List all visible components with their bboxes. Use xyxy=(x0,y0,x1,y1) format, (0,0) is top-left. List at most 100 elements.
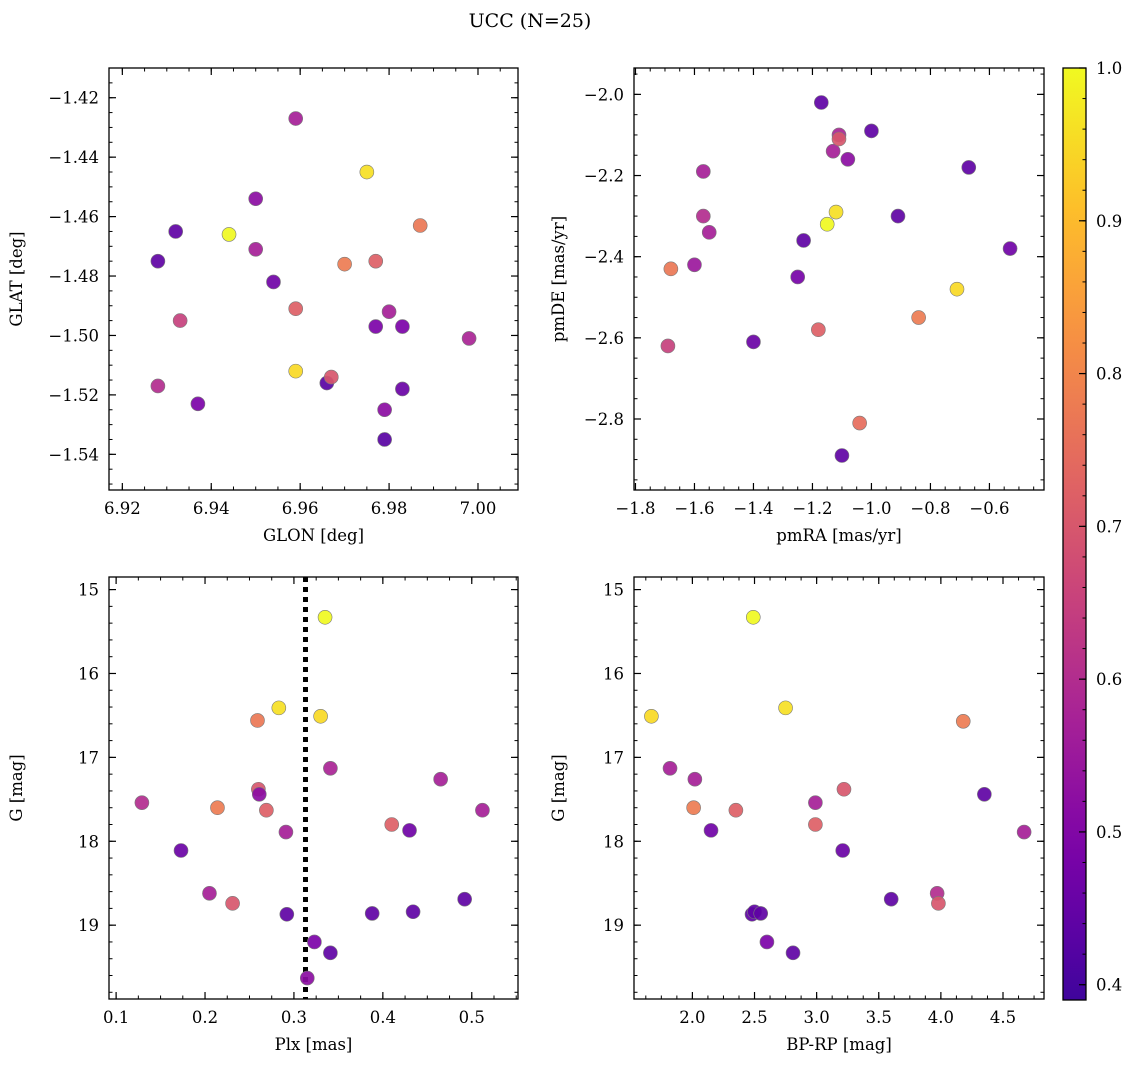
x-tick-label: −1.6 xyxy=(674,499,714,518)
y-tick-label: −2.8 xyxy=(584,410,624,429)
data-point xyxy=(412,218,428,233)
data-point xyxy=(834,448,850,463)
x-tick-label: 0.3 xyxy=(281,1008,307,1027)
y-tick-label: −1.42 xyxy=(48,89,99,108)
axes-frame xyxy=(633,576,1045,1000)
y-tick-label: 15 xyxy=(603,581,624,600)
data-point xyxy=(288,301,304,317)
data-point xyxy=(864,123,879,139)
data-point xyxy=(1016,824,1032,840)
colorbar-tick-label: 0.7 xyxy=(1096,517,1122,536)
data-point xyxy=(778,700,793,716)
data-point xyxy=(831,131,847,147)
x-tick-label: 6.92 xyxy=(104,499,141,518)
data-point xyxy=(150,378,166,394)
x-tick-label: 6.98 xyxy=(371,499,408,518)
data-point xyxy=(368,319,384,334)
panel-1: 6.92 6.94 6.96 6.98 7.00 −1.42 −1.44 −1.46 −1.48… xyxy=(7,67,519,545)
data-point xyxy=(808,817,823,832)
x-tick-label: −1.2 xyxy=(792,499,832,518)
data-point xyxy=(696,164,711,179)
axes-frame xyxy=(108,576,519,1000)
data-point xyxy=(911,310,926,325)
data-point xyxy=(395,381,410,397)
x-axis-label: GLON [deg] xyxy=(263,526,364,545)
y-tick-label: −2.6 xyxy=(584,329,624,348)
figure-title: UCC (N=25) xyxy=(469,10,592,32)
data-point xyxy=(279,906,295,922)
data-point xyxy=(266,274,281,290)
data-point xyxy=(840,151,856,167)
data-point xyxy=(190,396,206,412)
data-point xyxy=(368,253,384,269)
x-tick-label: 3.0 xyxy=(804,1008,830,1027)
data-point xyxy=(221,227,237,242)
data-point xyxy=(796,233,811,248)
data-point xyxy=(271,700,287,716)
data-point xyxy=(225,896,240,911)
data-point xyxy=(701,225,717,240)
data-point xyxy=(323,945,338,961)
y-tick-label: −1.52 xyxy=(48,386,99,405)
x-tick-label: −0.8 xyxy=(910,499,950,518)
y-tick-label: −1.44 xyxy=(48,148,99,167)
data-point xyxy=(745,609,761,625)
data-point xyxy=(790,269,806,285)
panel-2: −1.8 −1.6 −1.4 −1.2 −1.0 −0.8 −0.6 −2.0 −2.2 −2.4… xyxy=(549,67,1045,545)
data-point xyxy=(248,241,264,257)
data-point xyxy=(317,609,333,625)
colorbar-gradient xyxy=(1062,67,1087,1001)
data-point xyxy=(687,771,703,787)
y-tick-label: −1.50 xyxy=(48,326,99,345)
data-point xyxy=(836,781,852,797)
data-point xyxy=(250,713,265,728)
data-point xyxy=(402,823,417,838)
data-point xyxy=(825,143,841,159)
data-point xyxy=(307,934,322,950)
data-point xyxy=(134,795,150,810)
data-point xyxy=(313,708,328,724)
data-point xyxy=(949,281,965,297)
data-point xyxy=(662,760,678,776)
x-axis-label: BP-RP [mag] xyxy=(786,1035,892,1054)
x-axis-label: pmRA [mas/yr] xyxy=(776,526,901,545)
colorbar-tick-label: 0.6 xyxy=(1096,670,1122,689)
data-point xyxy=(808,795,823,810)
colorbar-tick-label: 1.0 xyxy=(1096,59,1122,78)
colorbar: 0.4 0.5 0.6 0.7 0.8 0.9 1.0 xyxy=(1062,59,1122,1001)
y-tick-label: −2.2 xyxy=(584,167,624,186)
x-tick-label: −1.8 xyxy=(615,499,655,518)
x-tick-label: 2.0 xyxy=(679,1008,705,1027)
panel-4: 2.0 2.5 3.0 3.5 4.0 4.5 15 16 17 18 19 BP-RP [mag] G… xyxy=(549,576,1045,1054)
x-tick-label: 6.94 xyxy=(193,499,230,518)
data-point xyxy=(384,817,400,832)
data-point xyxy=(687,257,702,273)
y-tick-label: −2.4 xyxy=(584,248,624,267)
y-tick-label: 16 xyxy=(603,664,624,683)
x-tick-label: 0.5 xyxy=(459,1008,485,1027)
data-point xyxy=(852,415,867,431)
data-point xyxy=(172,313,188,328)
x-axis-label: Plx [mas] xyxy=(275,1035,353,1054)
data-point xyxy=(686,800,701,816)
data-point xyxy=(696,208,711,224)
axes-frame xyxy=(108,67,519,491)
data-point xyxy=(828,204,844,220)
data-point xyxy=(259,802,274,818)
data-point xyxy=(883,891,899,907)
data-point xyxy=(811,322,826,338)
data-point xyxy=(359,164,375,180)
colorbar-tick-label: 0.9 xyxy=(1096,212,1122,231)
data-point xyxy=(457,891,472,907)
data-point xyxy=(395,319,410,334)
panel-3: 0.1 0.2 0.3 0.4 0.5 15 16 17 18 19 Plx [mas] G [mag… xyxy=(7,576,519,1054)
data-point xyxy=(819,216,835,232)
x-tick-label: 0.2 xyxy=(192,1008,218,1027)
data-point xyxy=(202,885,217,901)
data-point xyxy=(961,160,977,175)
y-tick-label: 19 xyxy=(78,916,99,935)
data-point xyxy=(251,786,267,802)
data-point xyxy=(931,896,946,911)
y-tick-label: 18 xyxy=(78,832,99,851)
